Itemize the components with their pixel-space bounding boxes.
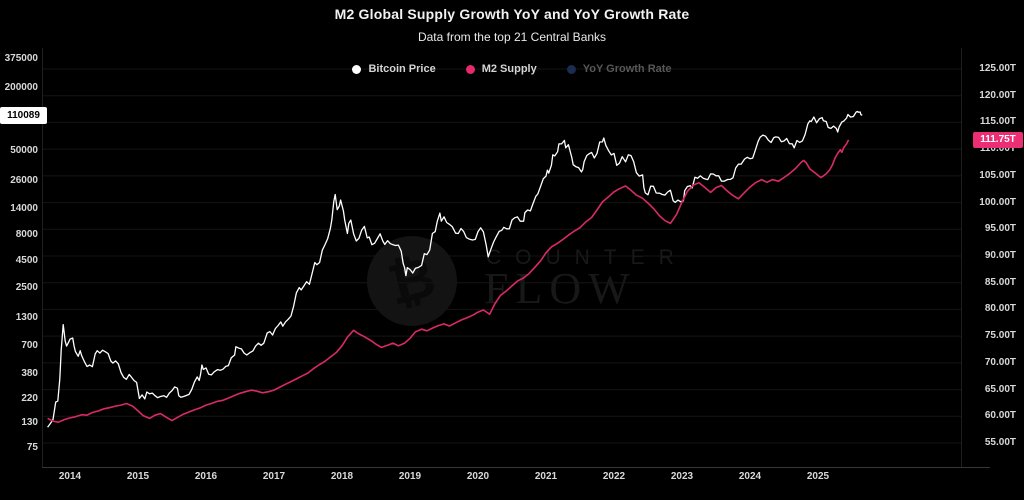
- m2-supply-line: [47, 139, 850, 424]
- bitcoin-price-dot-icon: [352, 64, 362, 74]
- bitcoin-price-label-box: 110089: [0, 106, 47, 124]
- legend-item-m2-supply[interactable]: M2 Supply: [465, 63, 537, 75]
- m2-supply-dot-icon: [465, 64, 475, 74]
- legend-label-bitcoin-price: Bitcoin Price: [368, 63, 436, 75]
- chart-subtitle: Data from the top 21 Central Banks: [417, 30, 607, 44]
- legend-item-yoy-growth-rate[interactable]: YoY Growth Rate: [566, 63, 672, 75]
- bitcoin-price-line: [47, 110, 863, 428]
- m2-supply-label-box: 111.75T: [973, 131, 1023, 148]
- yoy-growth-rate-dot-icon: [566, 64, 576, 74]
- legend-label-yoy-growth-rate: YoY Growth Rate: [582, 63, 672, 75]
- watermark-counter-text: COUNTER: [486, 246, 688, 269]
- legend: Bitcoin Price M2 Supply YoY Growth Rate: [0, 63, 1024, 75]
- legend-item-bitcoin-price[interactable]: Bitcoin Price: [352, 63, 436, 75]
- chart-title: M2 Global Supply Growth YoY and YoY Grow…: [334, 6, 690, 22]
- bitcoin-logo-icon: ₿: [367, 236, 457, 326]
- legend-label-m2-supply: M2 Supply: [481, 63, 537, 75]
